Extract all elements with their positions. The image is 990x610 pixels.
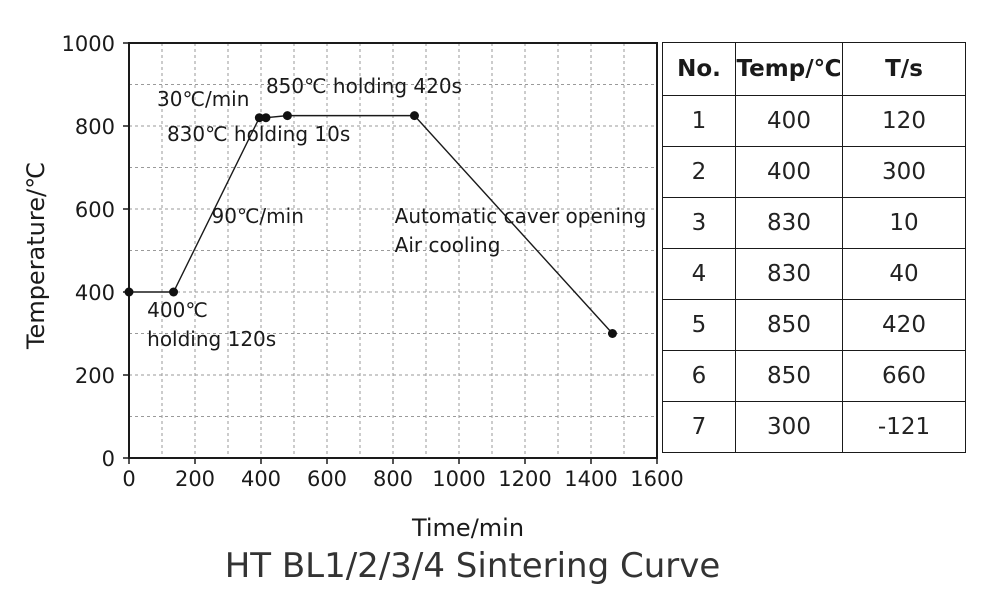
annotation-label: 400℃ <box>147 298 208 322</box>
y-tick-label: 800 <box>75 115 115 139</box>
data-point <box>409 111 419 121</box>
cell-time: 120 <box>842 95 966 147</box>
curve-layer <box>124 111 617 338</box>
cell-time: 300 <box>842 146 966 198</box>
cell-no: 3 <box>662 197 736 249</box>
cell-temp: 850 <box>735 350 843 402</box>
cell-time: 10 <box>842 197 966 249</box>
cell-time: 40 <box>842 248 966 300</box>
table-row: 2 400 300 <box>662 146 966 198</box>
annotation-label: 30℃/min <box>157 87 249 111</box>
x-tick-label: 200 <box>175 467 215 491</box>
cell-no: 1 <box>662 95 736 147</box>
data-point <box>169 287 179 297</box>
grid-lines <box>129 43 657 458</box>
y-tick-label: 1000 <box>62 32 115 56</box>
data-point <box>124 287 134 297</box>
y-tick-label: 600 <box>75 198 115 222</box>
table-row: 7 300 -121 <box>662 401 966 453</box>
data-point <box>261 113 271 123</box>
cell-time: -121 <box>842 401 966 453</box>
table-row: 4 830 40 <box>662 248 966 300</box>
cell-no: 4 <box>662 248 736 300</box>
cell-time: 660 <box>842 350 966 402</box>
cell-no: 6 <box>662 350 736 402</box>
chart-title: HT BL1/2/3/4 Sintering Curve <box>224 546 721 586</box>
cell-temp: 830 <box>735 197 843 249</box>
data-point <box>282 111 292 121</box>
x-tick-label: 1000 <box>432 467 485 491</box>
y-tick-label: 200 <box>75 364 115 388</box>
table-row: 3 830 10 <box>662 197 966 249</box>
column-header-time: T/s <box>842 42 966 96</box>
cell-no: 5 <box>662 299 736 351</box>
y-tick-label: 400 <box>75 281 115 305</box>
cell-temp: 830 <box>735 248 843 300</box>
annotation-label: 850℃ holding 420s <box>266 74 462 98</box>
column-header-no: No. <box>662 42 736 96</box>
annotations: 850℃ holding 420s 30℃/min 830℃ holding 10s… <box>147 74 646 351</box>
cell-temp: 400 <box>735 95 843 147</box>
axis-ticks: 0 200 400 600 800 1000 1200 1400 1600 0 200 400 600 8… <box>62 32 684 491</box>
column-header-temp: Temp/℃ <box>735 42 843 96</box>
x-tick-label: 1400 <box>564 467 617 491</box>
data-point <box>254 113 264 123</box>
y-tick-label: 0 <box>102 447 115 471</box>
cell-temp: 850 <box>735 299 843 351</box>
cell-temp: 400 <box>735 146 843 198</box>
annotation-label: Automatic caver opening <box>395 204 647 228</box>
x-tick-label: 800 <box>373 467 413 491</box>
x-tick-label: 400 <box>241 467 281 491</box>
x-tick-label: 600 <box>307 467 347 491</box>
x-tick-label: 1600 <box>630 467 683 491</box>
table-row: 6 850 660 <box>662 350 966 402</box>
y-axis-label: Temperature/℃ <box>22 162 50 350</box>
cell-no: 7 <box>662 401 736 453</box>
cell-temp: 300 <box>735 401 843 453</box>
annotation-label: 830℃ holding 10s <box>167 122 350 146</box>
x-tick-label: 1200 <box>498 467 551 491</box>
x-axis-label: Time/min <box>411 514 524 542</box>
table-row: 1 400 120 <box>662 95 966 147</box>
cell-no: 2 <box>662 146 736 198</box>
annotation-label: holding 120s <box>147 327 276 351</box>
cell-time: 420 <box>842 299 966 351</box>
x-tick-label: 0 <box>122 467 135 491</box>
annotation-label: Air cooling <box>395 233 501 257</box>
table-header-row: No. Temp/℃ T/s <box>662 42 966 96</box>
table-row: 5 850 420 <box>662 299 966 351</box>
data-point <box>607 329 617 338</box>
annotation-label: 90℃/min <box>212 204 304 228</box>
